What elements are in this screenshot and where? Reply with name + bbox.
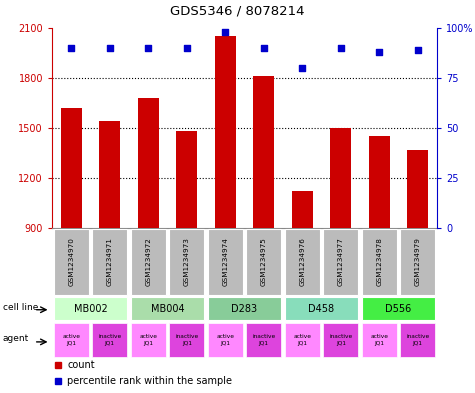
Bar	[138, 98, 159, 228]
Text: inactive
JQ1: inactive JQ1	[98, 334, 122, 345]
Point	[221, 29, 229, 35]
Text: inactive
JQ1: inactive JQ1	[329, 334, 352, 345]
Text: GSM1234978: GSM1234978	[376, 237, 382, 286]
Text: count: count	[67, 360, 95, 370]
Bar	[131, 297, 204, 320]
Text: GSM1234975: GSM1234975	[261, 237, 267, 286]
Text: active
JQ1: active JQ1	[293, 334, 311, 345]
Point	[106, 45, 114, 51]
Bar	[246, 230, 282, 295]
Text: D458: D458	[308, 303, 334, 314]
Bar	[246, 323, 282, 358]
Bar	[169, 323, 204, 358]
Bar	[92, 230, 127, 295]
Text: GSM1234977: GSM1234977	[338, 237, 344, 286]
Bar	[54, 323, 89, 358]
Text: GSM1234971: GSM1234971	[107, 237, 113, 286]
Point	[298, 65, 306, 71]
Bar	[323, 230, 359, 295]
Point	[337, 45, 344, 51]
Bar	[253, 76, 275, 228]
Text: inactive
JQ1: inactive JQ1	[252, 334, 276, 345]
Text: GSM1234974: GSM1234974	[222, 237, 228, 286]
Point	[414, 47, 421, 53]
Text: active
JQ1: active JQ1	[139, 334, 157, 345]
Bar	[330, 128, 352, 228]
Bar	[208, 297, 282, 320]
Text: GDS5346 / 8078214: GDS5346 / 8078214	[170, 4, 305, 17]
Bar	[176, 131, 197, 228]
Bar	[208, 230, 243, 295]
Text: inactive
JQ1: inactive JQ1	[406, 334, 429, 345]
Text: cell line: cell line	[2, 303, 38, 312]
Text: MB004: MB004	[151, 303, 184, 314]
Bar	[407, 150, 428, 228]
Point	[375, 49, 383, 55]
Text: GSM1234972: GSM1234972	[145, 237, 151, 286]
Text: D556: D556	[385, 303, 412, 314]
Bar	[215, 36, 236, 228]
Text: MB002: MB002	[74, 303, 107, 314]
Point	[67, 45, 75, 51]
Bar	[361, 323, 397, 358]
Bar	[285, 323, 320, 358]
Text: percentile rank within the sample: percentile rank within the sample	[67, 376, 232, 386]
Text: active
JQ1: active JQ1	[62, 334, 80, 345]
Text: active
JQ1: active JQ1	[216, 334, 234, 345]
Bar	[54, 230, 89, 295]
Bar	[361, 297, 436, 320]
Bar	[92, 323, 127, 358]
Text: agent: agent	[2, 334, 29, 343]
Point	[144, 45, 152, 51]
Text: GSM1234979: GSM1234979	[415, 237, 421, 286]
Text: GSM1234970: GSM1234970	[68, 237, 74, 286]
Bar	[400, 230, 436, 295]
Bar	[369, 136, 390, 228]
Bar	[131, 230, 166, 295]
Point	[183, 45, 190, 51]
Bar	[99, 121, 120, 228]
Bar	[54, 297, 127, 320]
Bar	[400, 323, 436, 358]
Text: D283: D283	[231, 303, 257, 314]
Bar	[292, 191, 313, 228]
Bar	[208, 323, 243, 358]
Bar	[169, 230, 204, 295]
Bar	[361, 230, 397, 295]
Text: inactive
JQ1: inactive JQ1	[175, 334, 199, 345]
Text: active
JQ1: active JQ1	[370, 334, 388, 345]
Bar	[323, 323, 359, 358]
Bar	[61, 108, 82, 228]
Bar	[131, 323, 166, 358]
Text: GSM1234976: GSM1234976	[299, 237, 305, 286]
Bar	[285, 230, 320, 295]
Bar	[285, 297, 359, 320]
Text: GSM1234973: GSM1234973	[184, 237, 190, 286]
Point	[260, 45, 267, 51]
